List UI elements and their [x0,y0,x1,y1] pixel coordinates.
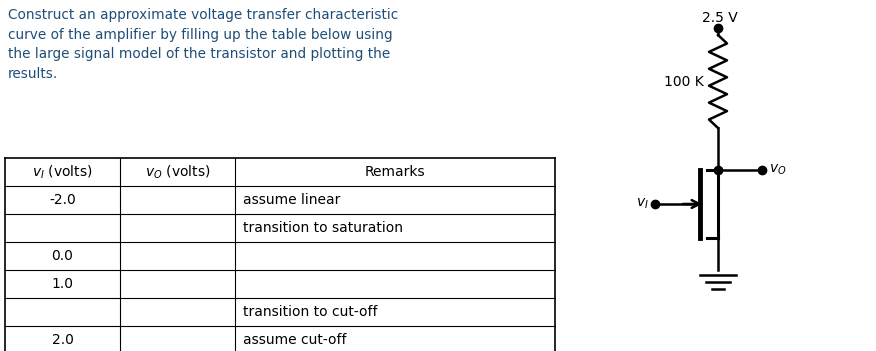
Text: assume linear: assume linear [243,193,341,207]
Text: Remarks: Remarks [364,165,426,179]
Text: 2.5 V: 2.5 V [703,11,738,25]
Text: $v_I$: $v_I$ [636,197,649,211]
Text: 2.0: 2.0 [52,333,74,347]
Text: $v_O$: $v_O$ [769,163,787,177]
Text: $v_I$ (volts): $v_I$ (volts) [32,163,93,181]
Text: assume cut-off: assume cut-off [243,333,347,347]
Text: 100 K: 100 K [664,74,704,88]
Text: transition to saturation: transition to saturation [243,221,403,235]
Text: 1.0: 1.0 [52,277,74,291]
Text: Construct an approximate voltage transfer characteristic
curve of the amplifier : Construct an approximate voltage transfe… [8,8,399,80]
Text: -2.0: -2.0 [49,193,76,207]
Text: $v_O$ (volts): $v_O$ (volts) [145,163,210,181]
Text: 0.0: 0.0 [52,249,74,263]
Text: transition to cut-off: transition to cut-off [243,305,378,319]
